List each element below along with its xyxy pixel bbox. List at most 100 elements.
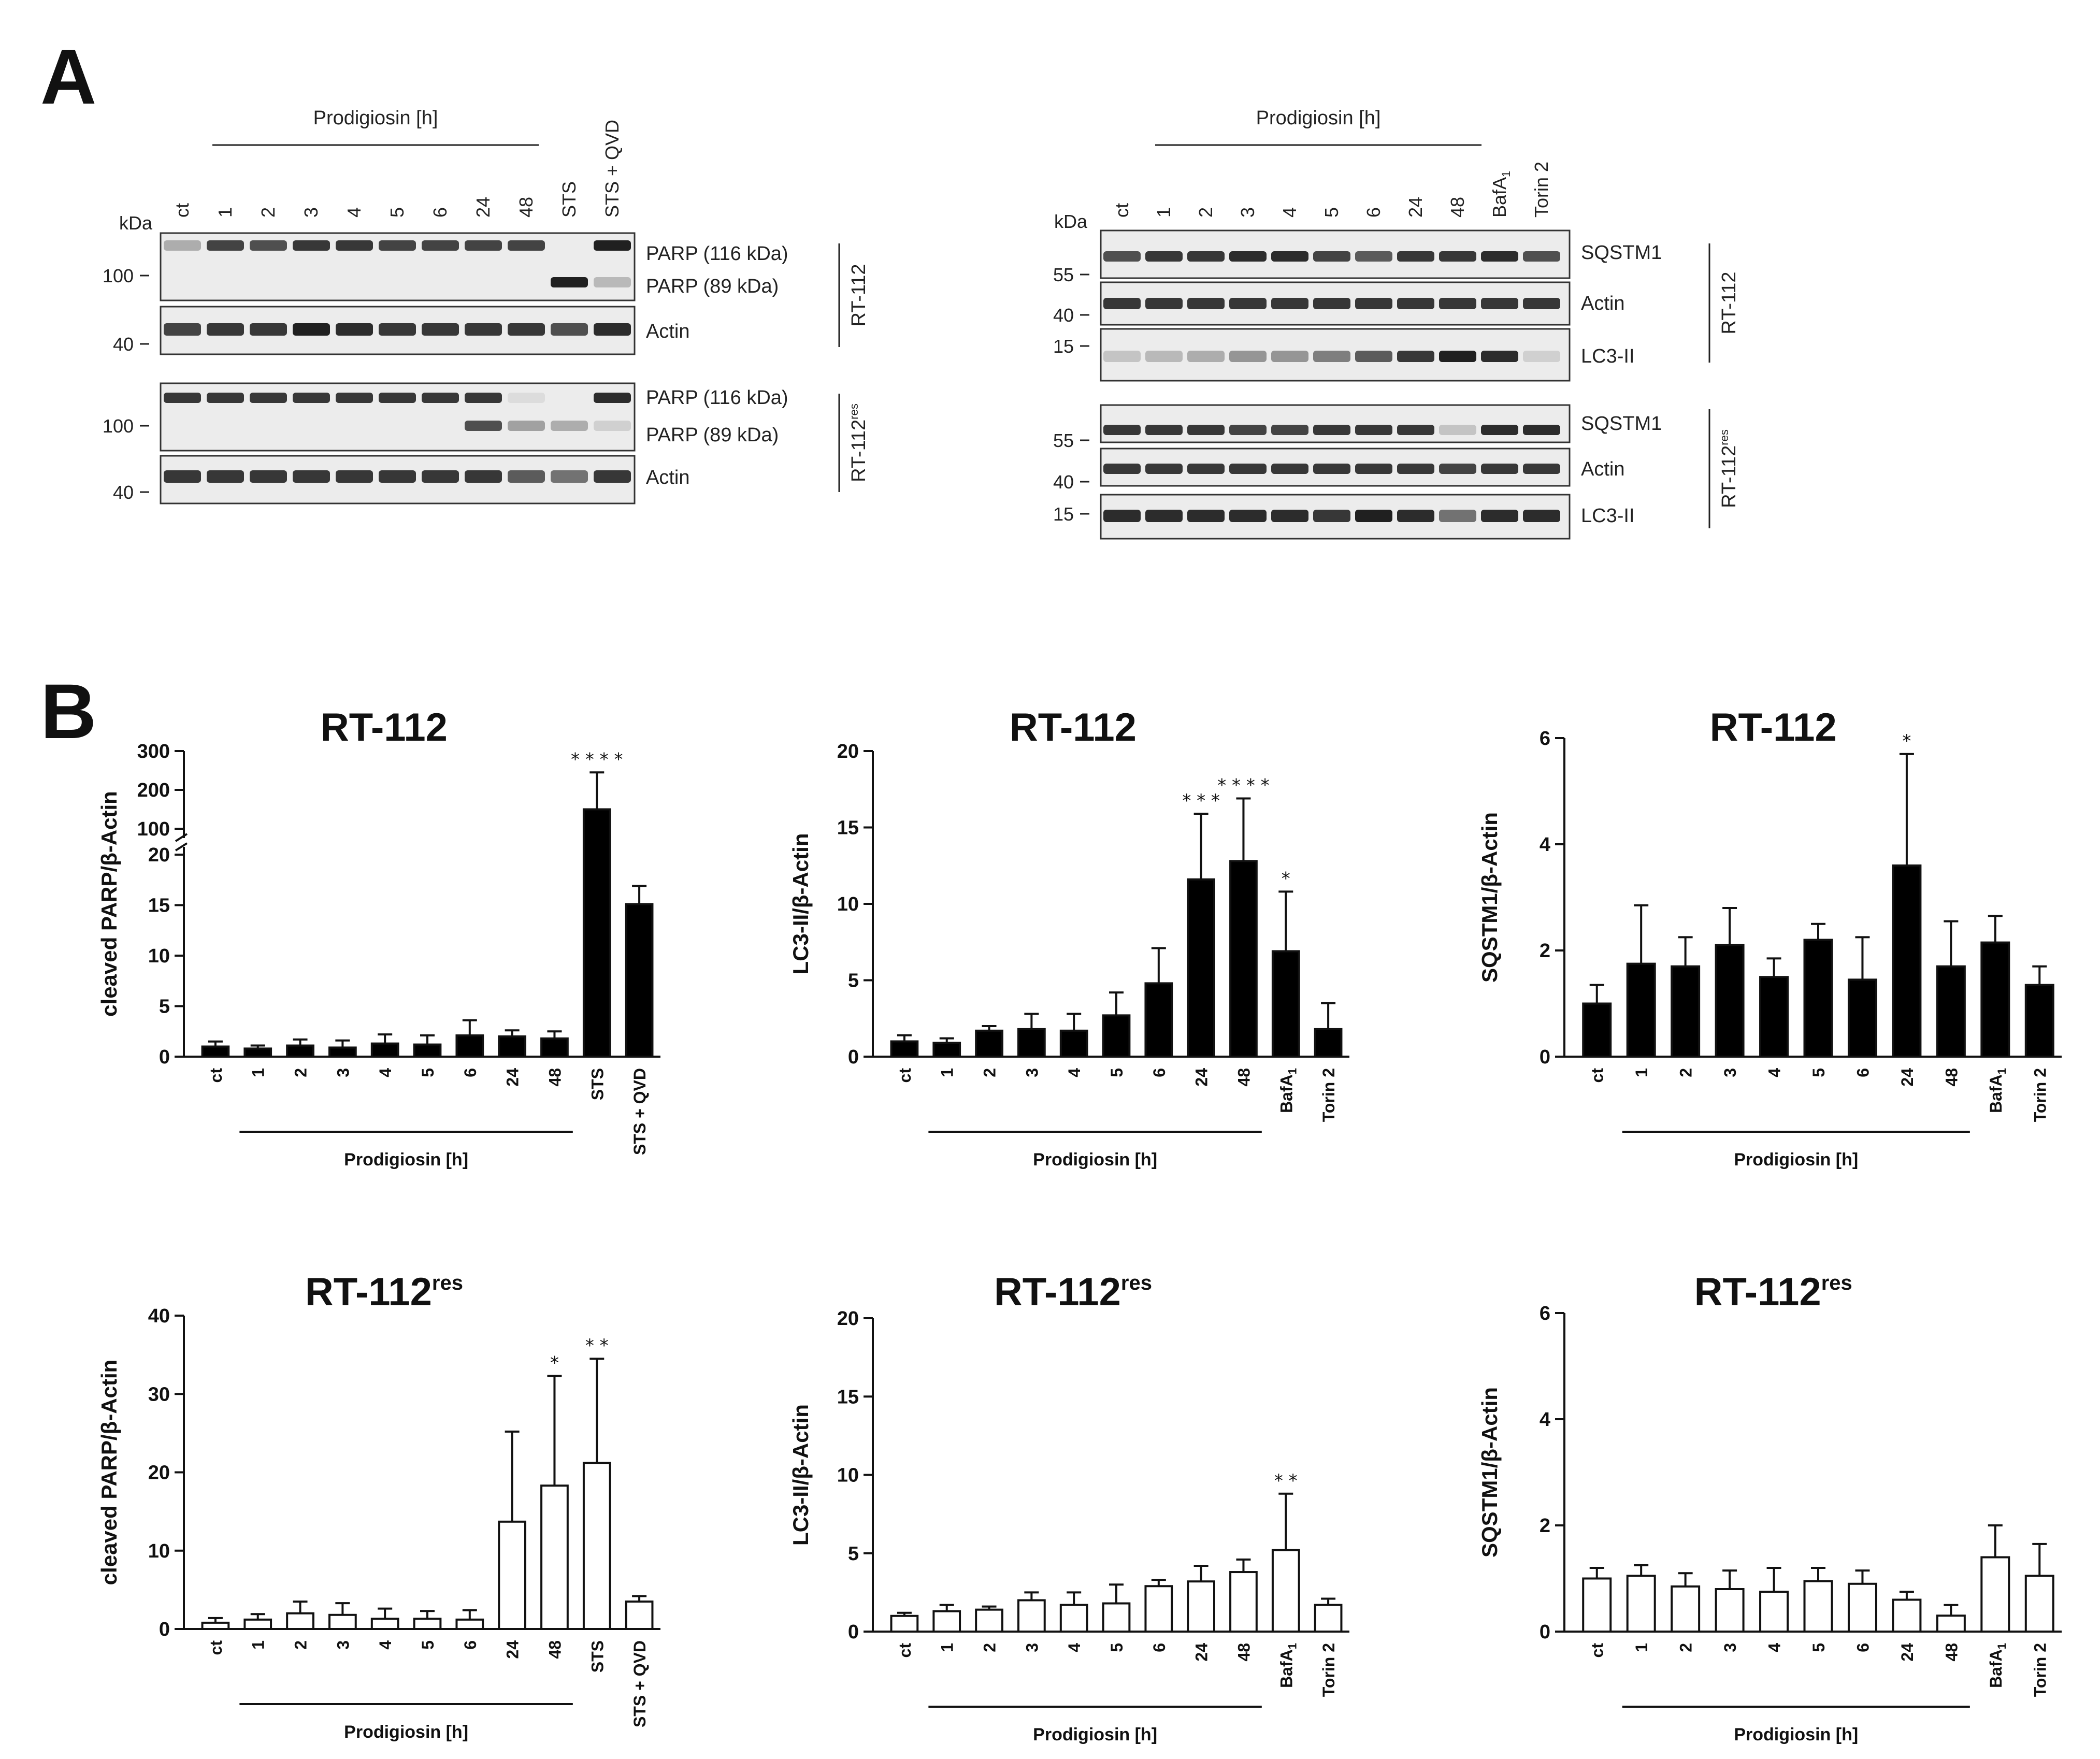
category-label: ct bbox=[207, 1068, 225, 1083]
category-label: Torin 2 bbox=[2031, 1068, 2049, 1122]
y-tick-label: 200 bbox=[137, 780, 170, 801]
y-tick-label: 15 bbox=[837, 817, 859, 839]
bar bbox=[243, 1047, 272, 1058]
category-label: 24 bbox=[1898, 1068, 1917, 1087]
panel-b-letter: B bbox=[40, 668, 96, 755]
category-label: 1 bbox=[938, 1643, 957, 1652]
category-label: Torin 2 bbox=[1319, 1068, 1338, 1122]
bar bbox=[1671, 965, 1701, 1058]
category-label: 24 bbox=[1192, 1068, 1211, 1087]
category-label: 6 bbox=[1853, 1068, 1872, 1077]
protein-band bbox=[422, 240, 459, 251]
band-label: Actin bbox=[646, 467, 689, 488]
y-axis-label: LC3-II/β-Actin bbox=[788, 1404, 813, 1546]
prodigiosin-group-label: Prodigiosin [h] bbox=[1033, 1725, 1157, 1744]
bar bbox=[1715, 944, 1745, 1058]
prodigiosin-label: Prodigiosin [h] bbox=[313, 107, 438, 129]
band-label: LC3-II bbox=[1581, 345, 1634, 367]
bar bbox=[1102, 1014, 1131, 1058]
bar bbox=[1715, 1588, 1745, 1633]
y-tick-label: 15 bbox=[148, 895, 170, 917]
lane-label: 2 bbox=[1195, 207, 1216, 218]
protein-band bbox=[508, 421, 545, 431]
kda-label: kDa bbox=[119, 212, 153, 234]
category-label: ct bbox=[1588, 1643, 1607, 1658]
protein-band bbox=[1439, 425, 1476, 435]
category-label: Torin 2 bbox=[2031, 1643, 2049, 1697]
protein-band bbox=[1523, 464, 1560, 474]
protein-band bbox=[1229, 464, 1267, 474]
category-label: 1 bbox=[249, 1640, 268, 1650]
bar bbox=[370, 1042, 399, 1058]
protein-band bbox=[379, 470, 416, 483]
category-label: 5 bbox=[1107, 1643, 1126, 1652]
protein-band bbox=[1187, 298, 1225, 309]
y-tick-label: 5 bbox=[848, 1543, 859, 1565]
y-tick-label: 0 bbox=[848, 1621, 859, 1643]
protein-band bbox=[1145, 464, 1183, 474]
category-label: 2 bbox=[981, 1068, 999, 1077]
category-label: ct bbox=[1588, 1068, 1607, 1083]
panel-a-letter: A bbox=[40, 33, 96, 120]
bar bbox=[201, 1621, 230, 1630]
significance-marker: * * * bbox=[1182, 790, 1220, 811]
protein-band bbox=[465, 470, 502, 483]
protein-band bbox=[551, 323, 588, 336]
mw-marker: 40 bbox=[113, 482, 134, 503]
protein-band bbox=[250, 240, 287, 251]
lane-label: 48 bbox=[515, 197, 537, 218]
protein-band bbox=[1397, 464, 1434, 474]
protein-band bbox=[1355, 464, 1392, 474]
bar bbox=[455, 1034, 484, 1058]
band-label: PARP (89 kDa) bbox=[646, 276, 779, 297]
protein-band bbox=[1481, 298, 1518, 309]
band-label: SQSTM1 bbox=[1581, 242, 1662, 264]
y-axis-label: cleaved PARP/β-Actin bbox=[97, 791, 121, 1017]
protein-band bbox=[1103, 251, 1141, 262]
protein-band bbox=[164, 393, 201, 403]
cell-line-label: RT-112res bbox=[847, 403, 870, 482]
category-label: 3 bbox=[1721, 1643, 1739, 1652]
category-label: 5 bbox=[1809, 1068, 1828, 1077]
category-label: 4 bbox=[1765, 1068, 1784, 1077]
cell-line-label: RT-112 bbox=[848, 264, 870, 326]
protein-band bbox=[1313, 298, 1350, 309]
protein-band bbox=[164, 240, 201, 251]
category-label: STS bbox=[588, 1640, 607, 1673]
y-axis-label: SQSTM1/β-Actin bbox=[1477, 812, 1502, 983]
protein-band bbox=[1397, 351, 1434, 362]
bar bbox=[498, 1520, 526, 1631]
category-label: STS + QVD bbox=[630, 1068, 649, 1155]
mw-marker: 40 bbox=[1053, 305, 1074, 326]
prodigiosin-label: Prodigiosin [h] bbox=[1256, 107, 1381, 129]
category-label: ct bbox=[896, 1643, 914, 1658]
lane-label: 48 bbox=[1447, 197, 1468, 218]
category-label: 24 bbox=[1192, 1643, 1211, 1662]
protein-band bbox=[1439, 298, 1476, 309]
protein-band bbox=[594, 470, 631, 483]
protein-band bbox=[551, 470, 588, 483]
y-tick-label: 100 bbox=[137, 818, 170, 840]
axis-break-mark bbox=[175, 842, 188, 852]
lane-label: 1 bbox=[214, 207, 236, 218]
bar bbox=[1271, 950, 1300, 1058]
category-label: 4 bbox=[1065, 1643, 1084, 1652]
bar bbox=[890, 1614, 919, 1633]
bar bbox=[1144, 982, 1173, 1058]
mw-marker: 100 bbox=[103, 265, 134, 286]
bar bbox=[1803, 939, 1833, 1058]
bar bbox=[932, 1042, 961, 1058]
category-label: 3 bbox=[1721, 1068, 1739, 1077]
category-label: 6 bbox=[1150, 1068, 1169, 1077]
protein-band bbox=[293, 240, 330, 251]
category-label: BafA1 bbox=[1277, 1068, 1299, 1113]
category-label: 5 bbox=[1107, 1068, 1126, 1077]
protein-band bbox=[1103, 464, 1141, 474]
band-label: PARP (89 kDa) bbox=[646, 424, 779, 446]
protein-band bbox=[1229, 251, 1267, 262]
protein-band bbox=[336, 323, 373, 336]
protein-band bbox=[594, 277, 631, 287]
bar bbox=[1059, 1604, 1088, 1633]
bar bbox=[1892, 864, 1922, 1058]
category-label: 1 bbox=[1632, 1068, 1651, 1077]
